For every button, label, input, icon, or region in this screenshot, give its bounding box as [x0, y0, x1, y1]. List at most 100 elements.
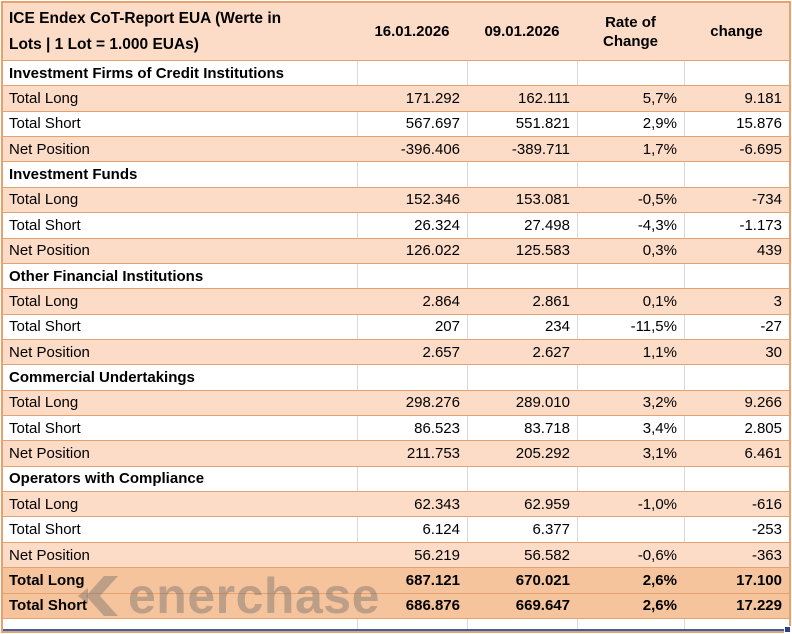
empty-cell[interactable] — [577, 162, 684, 187]
value-cell[interactable]: 153.081 — [515, 191, 570, 209]
value-cell[interactable]: 83.718 — [467, 416, 577, 441]
empty-cell[interactable] — [357, 619, 467, 629]
value-cell[interactable]: 171.292 — [405, 90, 460, 108]
empty-cell[interactable] — [684, 619, 789, 629]
total-value-cell[interactable]: 17.100 — [736, 571, 782, 589]
empty-cell[interactable] — [467, 263, 577, 289]
col-header-date-current[interactable]: 16.01.2026 — [374, 23, 450, 40]
value-cell[interactable]: -396.406 — [400, 140, 460, 158]
empty-cell[interactable] — [467, 619, 577, 629]
empty-cell[interactable] — [467, 466, 577, 492]
empty-cell[interactable] — [467, 365, 577, 390]
value-cell[interactable]: -11,5% — [577, 314, 684, 339]
value-cell[interactable]: 27.498 — [467, 213, 577, 238]
value-cell[interactable]: 289.010 — [515, 394, 570, 412]
empty-cell[interactable] — [684, 365, 789, 390]
total-value-cell[interactable]: 686.876 — [405, 597, 460, 615]
value-cell[interactable]: 126.022 — [405, 242, 460, 260]
empty-cell[interactable] — [684, 466, 789, 492]
empty-cell[interactable] — [577, 619, 684, 629]
row-label-cell[interactable]: Total Short — [9, 521, 81, 539]
empty-cell[interactable] — [467, 61, 577, 86]
value-cell[interactable]: 2.861 — [532, 292, 570, 310]
total-value-cell[interactable]: 670.021 — [515, 571, 570, 589]
value-cell[interactable]: 125.583 — [515, 242, 570, 260]
total-value-cell[interactable]: 2,6% — [642, 571, 677, 589]
value-cell[interactable]: -6.695 — [739, 140, 782, 158]
value-cell[interactable]: 6.377 — [467, 517, 577, 542]
total-value-cell[interactable]: 17.229 — [736, 597, 782, 615]
row-label-cell[interactable]: Total Long — [9, 90, 79, 108]
section-title-cell[interactable]: Investment Funds — [9, 166, 138, 184]
value-cell[interactable]: 56.219 — [414, 546, 460, 564]
total-value-cell[interactable]: 687.121 — [405, 571, 460, 589]
total-label-cell[interactable]: Total Short — [9, 597, 88, 615]
value-cell[interactable]: 0,3% — [642, 242, 677, 260]
total-value-cell[interactable]: 669.647 — [515, 597, 570, 615]
col-header-date-previous[interactable]: 09.01.2026 — [484, 23, 560, 40]
value-cell[interactable]: 2.864 — [422, 292, 460, 310]
value-cell[interactable] — [577, 517, 684, 542]
value-cell[interactable]: 6.124 — [357, 517, 467, 542]
value-cell[interactable]: 30 — [765, 343, 782, 361]
section-title-cell[interactable]: Other Financial Institutions — [9, 267, 204, 285]
value-cell[interactable]: 207 — [357, 314, 467, 339]
row-label-cell[interactable]: Net Position — [9, 546, 90, 564]
empty-cell[interactable] — [3, 619, 357, 629]
value-cell[interactable]: 567.697 — [357, 111, 467, 137]
empty-cell[interactable] — [357, 466, 467, 492]
value-cell[interactable]: -253 — [684, 517, 789, 542]
empty-cell[interactable] — [684, 263, 789, 289]
section-title-cell[interactable]: Investment Firms of Credit Institutions — [9, 64, 285, 82]
empty-cell[interactable] — [467, 162, 577, 187]
value-cell[interactable]: 62.959 — [524, 495, 570, 513]
col-header-rate-of-change[interactable]: Rate of Change — [602, 13, 658, 50]
value-cell[interactable]: 2.657 — [422, 343, 460, 361]
value-cell[interactable]: -616 — [751, 495, 782, 513]
row-label-cell[interactable]: Net Position — [9, 140, 90, 158]
section-title-cell[interactable]: Commercial Undertakings — [9, 368, 195, 386]
value-cell[interactable]: 62.343 — [414, 495, 460, 513]
empty-cell[interactable] — [357, 365, 467, 390]
partial-bottom-row[interactable] — [3, 618, 791, 633]
empty-cell[interactable] — [684, 61, 789, 86]
value-cell[interactable]: -734 — [751, 191, 782, 209]
empty-cell[interactable] — [577, 61, 684, 86]
value-cell[interactable]: 0,1% — [642, 292, 677, 310]
value-cell[interactable]: 298.276 — [405, 394, 460, 412]
value-cell[interactable]: 1,7% — [642, 140, 677, 158]
row-label-cell[interactable]: Net Position — [9, 242, 90, 260]
value-cell[interactable]: 211.753 — [406, 445, 460, 463]
total-value-cell[interactable]: 2,6% — [642, 597, 677, 615]
value-cell[interactable]: 5,7% — [642, 90, 677, 108]
value-cell[interactable]: 3,1% — [642, 445, 677, 463]
row-label-cell[interactable]: Total Long — [9, 292, 79, 310]
value-cell[interactable]: 152.346 — [405, 191, 460, 209]
value-cell[interactable]: 205.292 — [515, 445, 570, 463]
value-cell[interactable]: -1,0% — [637, 495, 677, 513]
value-cell[interactable]: 162.111 — [518, 90, 570, 108]
total-label-cell[interactable]: Total Long — [9, 571, 85, 589]
value-cell[interactable]: -4,3% — [577, 213, 684, 238]
value-cell[interactable]: 551.821 — [467, 111, 577, 137]
value-cell[interactable]: -0,5% — [637, 191, 677, 209]
row-label-cell[interactable]: Total Short — [9, 419, 81, 437]
value-cell[interactable]: -1.173 — [684, 213, 789, 238]
value-cell[interactable]: 2,9% — [577, 111, 684, 137]
row-label-cell[interactable]: Total Short — [9, 115, 81, 133]
value-cell[interactable]: 2.627 — [532, 343, 570, 361]
value-cell[interactable]: 9.181 — [744, 90, 782, 108]
value-cell[interactable]: 15.876 — [684, 111, 789, 137]
row-label-cell[interactable]: Net Position — [9, 343, 90, 361]
value-cell[interactable]: 3 — [773, 292, 782, 310]
value-cell[interactable]: -27 — [684, 314, 789, 339]
value-cell[interactable]: 1,1% — [642, 343, 677, 361]
value-cell[interactable]: 2.805 — [684, 416, 789, 441]
row-label-cell[interactable]: Total Short — [9, 318, 81, 336]
value-cell[interactable]: 9.266 — [744, 394, 782, 412]
empty-cell[interactable] — [357, 61, 467, 86]
row-label-cell[interactable]: Total Long — [9, 191, 79, 209]
row-label-cell[interactable]: Total Short — [9, 216, 81, 234]
value-cell[interactable]: 6.461 — [744, 445, 782, 463]
row-label-cell[interactable]: Total Long — [9, 394, 79, 412]
